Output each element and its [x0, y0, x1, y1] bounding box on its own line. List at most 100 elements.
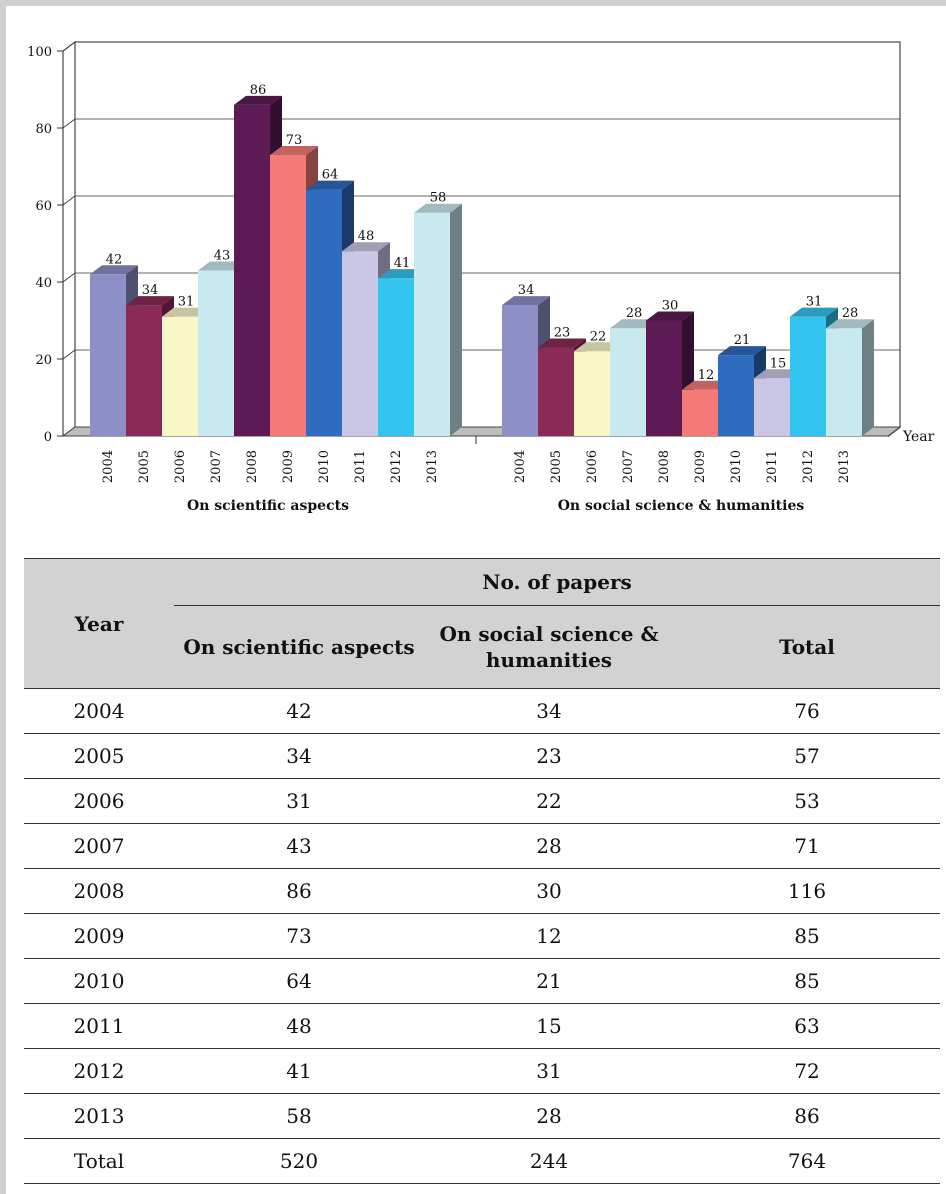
gridline-side — [62, 118, 76, 129]
table-row: 2011 48 15 63 — [24, 1003, 940, 1049]
bar — [574, 351, 610, 436]
bar-top — [270, 145, 318, 155]
cell-total: 76 — [674, 688, 940, 734]
x-tick-label: 2006 — [585, 450, 600, 483]
chart-side-wall — [62, 41, 76, 437]
cell-total: 63 — [674, 1003, 940, 1049]
cell-social: 15 — [424, 1003, 674, 1049]
x-tick-label: 2013 — [837, 450, 852, 483]
bar — [162, 316, 198, 436]
cell-social: 31 — [424, 1048, 674, 1094]
bar — [270, 154, 306, 436]
cell-year: 2006 — [24, 778, 174, 824]
bar-value-label: 31 — [178, 295, 195, 310]
cell-year: 2010 — [24, 958, 174, 1004]
chart-floor-edge — [887, 426, 901, 438]
bar-value-label: 23 — [554, 325, 571, 340]
column-header-scientific: On scientific aspects — [174, 605, 424, 689]
column-header-year: Year — [24, 558, 174, 689]
bar-value-label: 31 — [806, 295, 823, 310]
cell-total: 53 — [674, 778, 940, 824]
x-axis-label: Year — [902, 429, 935, 445]
cell-scientific: 34 — [174, 733, 424, 779]
bar-value-label: 42 — [106, 252, 123, 267]
bar — [234, 104, 270, 437]
bar-side — [862, 319, 874, 436]
bar-value-label: 22 — [590, 329, 607, 344]
bar-top — [126, 296, 174, 306]
bar-value-label: 34 — [142, 283, 159, 298]
column-header-social: On social science & humanities — [424, 605, 674, 689]
table-row: 2012 41 31 72 — [24, 1048, 940, 1094]
x-tick-label: 2004 — [513, 450, 528, 483]
cell-total: 71 — [674, 823, 940, 869]
x-tick-label: 2006 — [173, 450, 188, 483]
cell-year: 2007 — [24, 823, 174, 869]
bar — [754, 378, 790, 436]
cell-social: 12 — [424, 913, 674, 959]
table-row: 2008 86 30 116 — [24, 868, 940, 914]
bar-top — [790, 307, 838, 317]
bar — [790, 316, 826, 436]
bar-value-label: 12 — [698, 368, 715, 383]
bar-value-label: 15 — [770, 356, 787, 371]
bar-chart: 0 20 40 60 80 100 Year 42 2004 34 2005 31 2006 43 2007… — [27, 41, 935, 483]
bar-value-label: 21 — [734, 333, 751, 348]
cell-social: 28 — [424, 823, 674, 869]
cell-scientific: 48 — [174, 1003, 424, 1049]
bar — [198, 270, 234, 436]
bar — [90, 274, 126, 436]
cell-social: 30 — [424, 868, 674, 914]
gridline-side — [62, 272, 76, 283]
cell-social: 34 — [424, 688, 674, 734]
bar-top — [234, 95, 282, 105]
x-tick-label: 2009 — [693, 450, 708, 483]
bar-value-label: 64 — [322, 168, 339, 183]
table-row: 2004 42 34 76 — [24, 688, 940, 734]
y-tick-label: 0 — [44, 430, 52, 445]
group-label-social: On social science & humanities — [557, 498, 805, 514]
bar-value-label: 48 — [358, 229, 375, 244]
x-tick-label: 2013 — [425, 450, 440, 483]
x-tick-label: 2011 — [353, 450, 368, 483]
bar-value-label: 43 — [214, 248, 231, 263]
bar-value-label: 28 — [842, 306, 859, 321]
cell-scientific: 31 — [174, 778, 424, 824]
gridline-side — [62, 349, 76, 360]
bar — [718, 355, 754, 436]
bar-top — [342, 242, 390, 252]
cell-scientific: 73 — [174, 913, 424, 959]
bar-value-label: 28 — [626, 306, 643, 321]
bar — [646, 320, 682, 436]
bar — [342, 251, 378, 436]
x-tick-label: 2010 — [729, 450, 744, 483]
bar — [306, 189, 342, 436]
bar-top — [538, 338, 586, 348]
bar-top — [826, 319, 874, 329]
table-row: 2010 64 21 85 — [24, 958, 940, 1004]
bar-value-label: 58 — [430, 191, 447, 206]
y-tick-label: 100 — [27, 45, 52, 60]
x-tick-label: 2007 — [621, 450, 636, 483]
bar-value-label: 30 — [662, 299, 679, 314]
bar — [682, 389, 718, 436]
bar — [378, 278, 414, 436]
cell-total: 85 — [674, 958, 940, 1004]
cell-year: 2008 — [24, 868, 174, 914]
cell-scientific: 42 — [174, 688, 424, 734]
bar-value-label: 34 — [518, 283, 535, 298]
group-label-scientific: On scientific aspects — [187, 498, 349, 514]
bar — [502, 305, 538, 436]
cell-scientific: 41 — [174, 1048, 424, 1094]
bar-top — [718, 346, 766, 356]
cell-scientific: 58 — [174, 1093, 424, 1139]
table-row: Total 520 244 764 — [24, 1138, 940, 1184]
x-tick-label: 2004 — [101, 450, 116, 483]
bar-top — [90, 265, 138, 275]
x-tick-label: 2012 — [389, 450, 404, 483]
table-row: 2013 58 28 86 — [24, 1093, 940, 1139]
cell-scientific: 86 — [174, 868, 424, 914]
bar-value-label: 41 — [394, 256, 411, 271]
y-tick-label: 20 — [35, 353, 52, 368]
cell-scientific: 43 — [174, 823, 424, 869]
